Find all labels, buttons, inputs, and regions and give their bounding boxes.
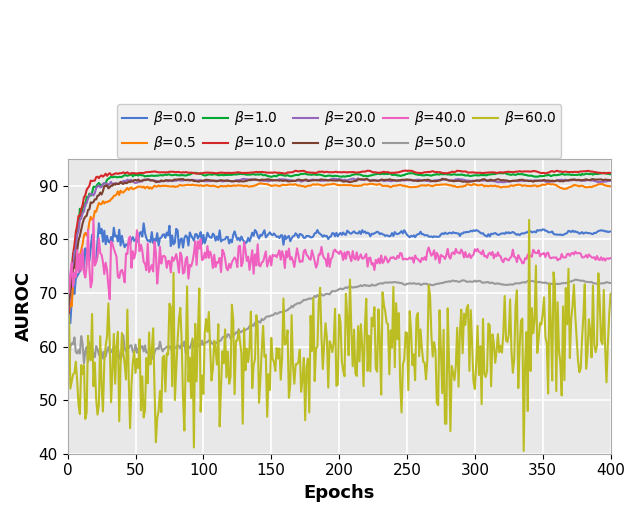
$\beta$=40.0 (364, 264, 371, 270)
Line: $\beta$=10.0: $\beta$=10.0 (68, 171, 611, 333)
$\beta$=1.0 (461, 172, 469, 178)
$\beta$=20.0 (412, 177, 419, 184)
$\beta$=20.0 (463, 177, 470, 184)
$\beta$=60.0 (134, 365, 142, 371)
$\beta$=0.0 (607, 229, 614, 235)
$\beta$=50.0 (136, 348, 143, 354)
$\beta$=30.0 (361, 176, 369, 183)
$\beta$=0.5 (339, 182, 347, 188)
Line: $\beta$=0.0: $\beta$=0.0 (68, 223, 611, 323)
$\beta$=60.0 (607, 291, 614, 297)
$\beta$=60.0 (64, 378, 72, 384)
$\beta$=50.0 (572, 277, 579, 283)
Line: $\beta$=30.0: $\beta$=30.0 (68, 179, 611, 315)
$\beta$=50.0 (338, 286, 346, 292)
$\beta$=50.0 (260, 316, 268, 322)
Y-axis label: AUROC: AUROC (15, 271, 33, 341)
$\beta$=10.0 (361, 169, 369, 175)
$\beta$=10.0 (412, 169, 419, 175)
$\beta$=10.0 (259, 169, 267, 175)
$\beta$=0.5 (65, 308, 73, 314)
Line: $\beta$=1.0: $\beta$=1.0 (68, 173, 611, 307)
$\beta$=30.0 (259, 177, 267, 183)
$\beta$=40.0 (137, 241, 145, 248)
$\beta$=20.0 (607, 178, 614, 184)
$\beta$=60.0 (361, 323, 369, 329)
$\beta$=0.0 (137, 229, 145, 235)
$\beta$=0.0 (464, 229, 472, 235)
$\beta$=0.0 (67, 320, 74, 326)
$\beta$=10.0 (64, 330, 72, 336)
$\beta$=30.0 (134, 176, 142, 183)
$\beta$=0.5 (262, 181, 269, 187)
$\beta$=0.5 (464, 181, 472, 187)
$\beta$=60.0 (461, 322, 469, 328)
$\beta$=50.0 (65, 363, 73, 370)
Line: $\beta$=20.0: $\beta$=20.0 (68, 178, 611, 313)
$\beta$=40.0 (262, 248, 269, 254)
$\beta$=0.5 (413, 184, 420, 190)
$\beta$=30.0 (607, 177, 614, 183)
$\beta$=30.0 (362, 176, 370, 182)
$\beta$=60.0 (259, 323, 267, 329)
$\beta$=50.0 (463, 279, 470, 285)
$\beta$=40.0 (90, 216, 97, 222)
$\beta$=1.0 (134, 173, 142, 179)
$\beta$=0.0 (64, 309, 72, 315)
$\beta$=1.0 (410, 170, 417, 176)
Legend: $\beta$=0.0, $\beta$=0.5, $\beta$=1.0, $\beta$=10.0, $\beta$=20.0, $\beta$=30.0,: $\beta$=0.0, $\beta$=0.5, $\beta$=1.0, $… (116, 104, 561, 158)
$\beta$=10.0 (607, 170, 614, 176)
$\beta$=20.0 (259, 178, 267, 184)
$\beta$=0.0 (413, 232, 420, 238)
$\beta$=1.0 (607, 171, 614, 177)
$\beta$=60.0 (525, 217, 533, 223)
$\beta$=20.0 (64, 310, 72, 316)
$\beta$=30.0 (412, 177, 419, 184)
$\beta$=10.0 (134, 170, 142, 176)
$\beta$=50.0 (64, 347, 72, 353)
$\beta$=30.0 (463, 179, 470, 185)
$\beta$=10.0 (463, 169, 470, 175)
$\beta$=1.0 (259, 172, 267, 178)
$\beta$=1.0 (337, 173, 344, 179)
Line: $\beta$=60.0: $\beta$=60.0 (68, 220, 611, 451)
$\beta$=0.0 (95, 220, 102, 226)
$\beta$=40.0 (607, 255, 614, 261)
$\beta$=60.0 (520, 448, 527, 454)
$\beta$=0.0 (339, 230, 347, 236)
$\beta$=30.0 (337, 177, 344, 184)
$\beta$=1.0 (64, 303, 72, 310)
$\beta$=0.5 (136, 184, 143, 190)
$\beta$=50.0 (362, 283, 370, 289)
$\beta$=40.0 (64, 257, 72, 263)
$\beta$=0.5 (257, 180, 264, 186)
Line: $\beta$=40.0: $\beta$=40.0 (68, 219, 611, 299)
$\beta$=60.0 (410, 351, 417, 357)
$\beta$=10.0 (402, 168, 410, 174)
$\beta$=0.5 (364, 181, 371, 188)
$\beta$=20.0 (362, 176, 370, 182)
$\beta$=10.0 (337, 169, 344, 175)
$\beta$=20.0 (337, 176, 344, 183)
$\beta$=40.0 (464, 254, 472, 260)
$\beta$=1.0 (361, 173, 369, 179)
$\beta$=40.0 (413, 255, 420, 262)
$\beta$=0.5 (607, 183, 614, 189)
$\beta$=0.0 (262, 234, 269, 240)
$\beta$=40.0 (339, 257, 347, 263)
$\beta$=0.0 (364, 230, 371, 236)
$\beta$=60.0 (337, 319, 344, 325)
$\beta$=50.0 (607, 280, 614, 286)
X-axis label: Epochs: Epochs (303, 484, 375, 502)
$\beta$=40.0 (106, 296, 113, 302)
$\beta$=1.0 (600, 170, 607, 176)
$\beta$=30.0 (64, 312, 72, 318)
$\beta$=20.0 (134, 179, 142, 185)
$\beta$=0.5 (64, 305, 72, 311)
Line: $\beta$=0.5: $\beta$=0.5 (68, 183, 611, 311)
$\beta$=50.0 (412, 281, 419, 287)
Line: $\beta$=50.0: $\beta$=50.0 (68, 280, 611, 367)
$\beta$=20.0 (355, 175, 362, 181)
